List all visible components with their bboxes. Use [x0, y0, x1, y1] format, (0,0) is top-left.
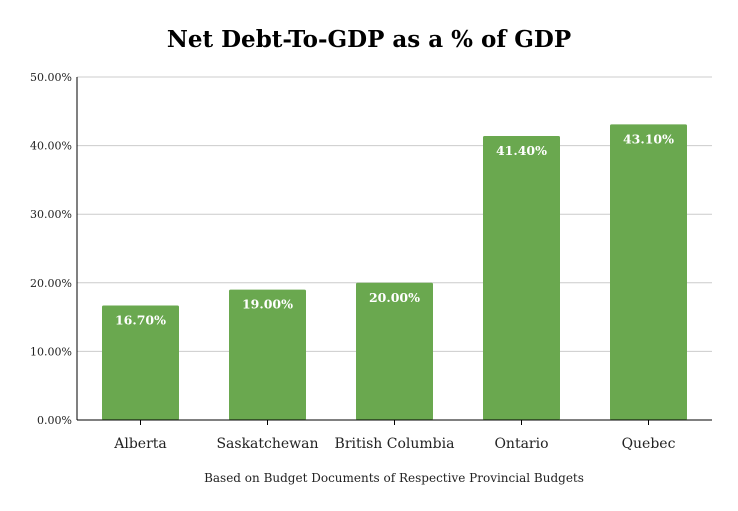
bar: [356, 282, 433, 420]
y-tick-label: 20.00%: [30, 277, 72, 290]
y-tick-label: 0.00%: [37, 414, 72, 427]
chart-title: Net Debt-To-GDP as a % of GDP: [167, 26, 571, 53]
bar-value-label: 41.40%: [496, 143, 547, 158]
bar: [102, 305, 179, 420]
data-labels: 16.70% 19.00% 20.00% 41.40% 43.10%: [115, 131, 674, 327]
x-category-label: Quebec: [622, 436, 676, 452]
x-category-label: British Columbia: [335, 436, 455, 452]
bar: [229, 289, 306, 420]
bar-value-label: 19.00%: [242, 297, 293, 312]
y-tick-label: 30.00%: [30, 208, 72, 221]
bar: [483, 135, 560, 420]
y-tick-label: 10.00%: [30, 345, 72, 358]
gridlines: [77, 76, 712, 352]
y-tick-label: 40.00%: [30, 140, 72, 153]
axes: [76, 77, 712, 425]
bars: [102, 124, 687, 421]
bar: [610, 124, 687, 421]
x-category-label: Ontario: [494, 436, 548, 452]
y-axis-ticks: 0.00% 10.00% 20.00% 30.00% 40.00% 50.00%: [30, 71, 72, 427]
x-category-label: Saskatchewan: [216, 436, 318, 452]
x-axis-categories: Alberta Saskatchewan British Columbia Ontar…: [113, 436, 675, 452]
y-tick-label: 50.00%: [30, 71, 72, 84]
bar-value-label: 43.10%: [623, 131, 674, 146]
x-category-label: Alberta: [113, 436, 167, 452]
bar-value-label: 20.00%: [369, 290, 420, 305]
bar-value-label: 16.70%: [115, 312, 166, 327]
x-axis-title: Based on Budget Documents of Respective …: [204, 471, 584, 485]
